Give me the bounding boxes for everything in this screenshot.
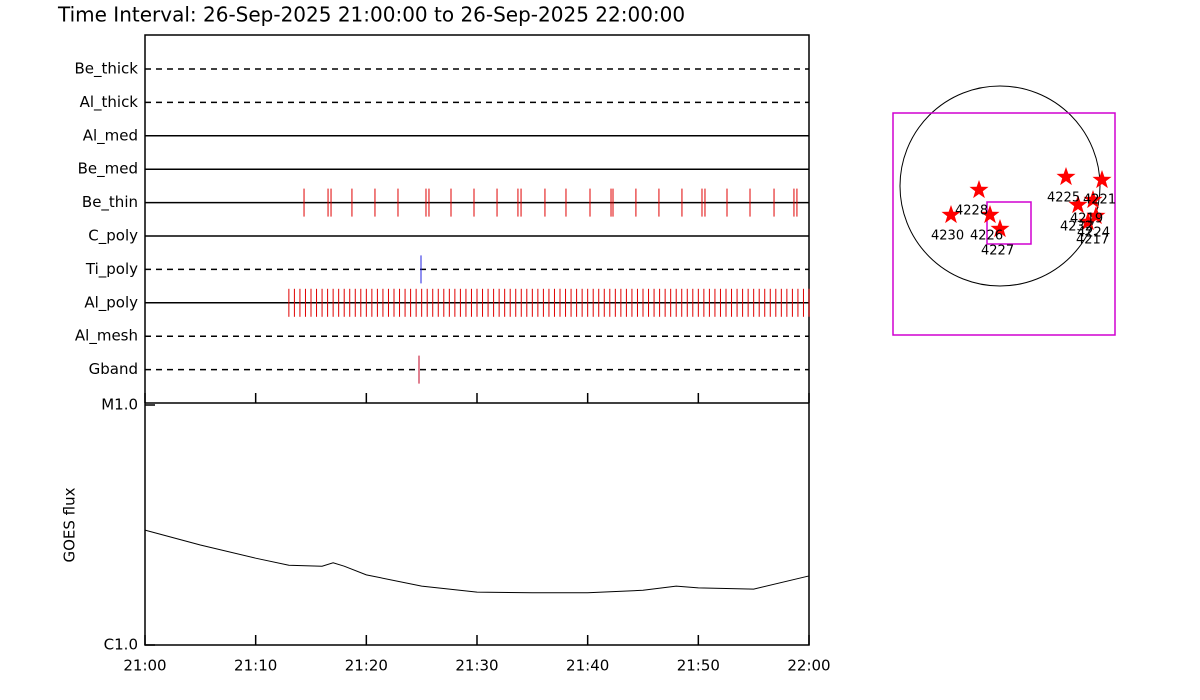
region-label: 4217: [1076, 233, 1109, 248]
region-label: 4232: [1060, 220, 1093, 235]
goes-curve: [144, 529, 810, 594]
x-tick-label: 21:30: [455, 657, 498, 675]
y-axis-label: GOES flux: [61, 487, 79, 562]
row-label: Ti_poly: [85, 260, 138, 279]
plot-frame: [144, 34, 810, 646]
x-tick-label: 21:00: [123, 657, 166, 675]
x-tick-label: 21:10: [234, 657, 277, 675]
row-label: Be_med: [78, 160, 138, 179]
region-label: 4221: [1083, 193, 1116, 208]
region-label: 4226: [970, 229, 1003, 244]
region-star: [1056, 167, 1076, 186]
y-tick-label: M1.0: [101, 396, 138, 414]
region-star: [941, 205, 961, 224]
x-tick-label: 22:00: [787, 657, 830, 675]
row-label: C_poly: [88, 227, 138, 246]
region-label: 4224: [1077, 226, 1110, 241]
row-label: Be_thin: [82, 193, 138, 212]
row-label: Gband: [89, 360, 138, 378]
region-star: [990, 219, 1010, 238]
region-label: 4227: [981, 244, 1014, 259]
row-label: Al_poly: [84, 293, 138, 312]
region-label: 4219: [1070, 212, 1103, 227]
x-tick-label: 21:40: [566, 657, 609, 675]
solar-disk: [899, 85, 1101, 287]
row-label: Al_med: [83, 126, 138, 145]
chart-title: Time Interval: 26-Sep-2025 21:00:00 to 2…: [57, 3, 685, 27]
region-star: [969, 180, 989, 199]
region-star: [980, 205, 1000, 224]
fov-inner: [986, 201, 1032, 245]
x-tick-label: 21:20: [345, 657, 388, 675]
region-star: [1068, 195, 1088, 214]
fov-box: [892, 112, 1116, 336]
row-label: Al_mesh: [75, 327, 138, 346]
region-star: [1078, 212, 1098, 231]
region-star: [1092, 170, 1112, 189]
row-label: Al_thick: [80, 93, 139, 112]
region-star: [1086, 206, 1106, 225]
y-tick-label: C1.0: [104, 636, 138, 654]
region-label: 4225: [1047, 191, 1080, 206]
region-label: 4228: [955, 204, 988, 219]
region-star: [1083, 190, 1103, 209]
x-tick-label: 21:50: [677, 657, 720, 675]
row-label: Be_thick: [74, 60, 138, 79]
region-label: 4230: [931, 229, 964, 244]
